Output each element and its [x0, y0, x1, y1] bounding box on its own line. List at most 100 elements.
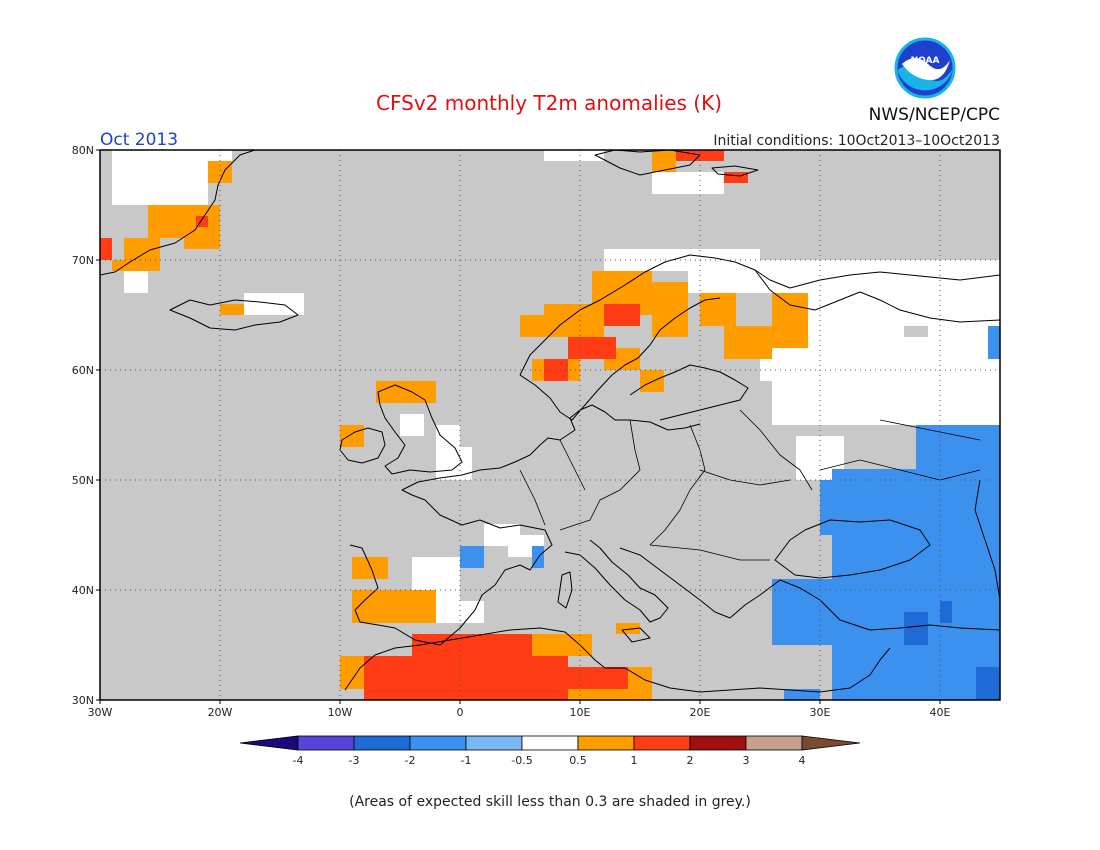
lon-tick-label: 30W [88, 706, 113, 719]
legend-tick-label: -0.5 [511, 754, 532, 767]
lat-tick-label: 30N [72, 694, 94, 707]
anomaly-cell-white-18 [652, 172, 724, 194]
anomaly-cell-blue_mid-1 [940, 601, 952, 623]
anomaly-cell-blue_light-2 [916, 425, 1000, 469]
noaa-logo-text: NOAA [911, 56, 940, 66]
legend-bin-1 [297, 735, 355, 751]
anomaly-cell-orange-17 [376, 381, 436, 403]
coastline-baltic [629, 364, 749, 421]
initial-conditions-label: Initial conditions: 10Oct2013–10Oct2013 [713, 133, 1000, 149]
coastline-kola [754, 269, 1000, 323]
coastline-iceland [169, 299, 299, 331]
coastline-italy [564, 539, 669, 623]
legend-tick-label: 2 [687, 754, 694, 767]
anomaly-cell-red-2 [568, 337, 616, 359]
coastline-scandinavia-south [519, 297, 721, 421]
lat-tick-label: 80N [72, 144, 94, 157]
anomaly-cell-blue_mid-2 [976, 667, 1000, 700]
coastline-svalbard [594, 150, 701, 176]
anomaly-cell-white-14 [400, 414, 424, 436]
anomaly-cell-red-9 [724, 172, 748, 183]
legend-tick-label: 1 [631, 754, 638, 767]
legend-tick-labels: -4 -3 -2 -1 -0.5 0.5 1 2 3 4 [293, 754, 806, 767]
anomaly-cell-orange-10 [652, 282, 688, 337]
noaa-logo-icon: NOAA [894, 37, 956, 99]
anomaly-cell-blue_light-5 [784, 689, 820, 700]
anomaly-cell-orange-26 [652, 150, 676, 172]
legend-tick-label: -3 [349, 754, 360, 767]
coastline-ireland [339, 427, 386, 464]
anomaly-cell-orange-16 [640, 370, 664, 392]
map-title: CFSv2 monthly T2m anomalies (K) [376, 91, 722, 115]
legend-bin-10 [801, 735, 861, 751]
lat-tick-label: 70N [72, 254, 94, 267]
coastline-greenland [100, 150, 256, 276]
anomaly-cell-blue_light-1 [820, 480, 856, 535]
coastline-black-sea [774, 519, 931, 579]
anomaly-cell-blue_mid-0 [904, 612, 928, 645]
lat-tick-label: 50N [72, 474, 94, 487]
legend-bin-6 [577, 735, 635, 751]
legend-tick-label: 3 [743, 754, 750, 767]
anomaly-cell-white-16 [436, 447, 472, 480]
coastline-britain [377, 384, 463, 475]
coastline-caspian [974, 479, 1000, 601]
lon-tick-label: 10W [328, 706, 353, 719]
anomaly-cell-orange-13 [772, 293, 808, 348]
anomaly-cell-white-5 [688, 260, 772, 293]
anomaly-cell-blue_light-6 [868, 678, 952, 700]
lon-tick-label: 20W [208, 706, 233, 719]
legend-tick-label: 4 [799, 754, 806, 767]
anomaly-cell-orange-18 [340, 425, 364, 447]
coastline-balkans [619, 547, 1000, 631]
anomaly-cell-red-5 [364, 656, 568, 700]
legend-tick-label: 0.5 [569, 754, 587, 767]
legend-tick-label: -4 [293, 754, 304, 767]
anomaly-cell-grey_patch-1 [748, 425, 772, 447]
anomaly-cell-orange-5 [220, 304, 244, 315]
anomaly-cell-grey_patch-2 [652, 403, 676, 425]
anomaly-cell-red-0 [100, 238, 112, 260]
legend-colorbar [239, 735, 861, 751]
month-label: Oct 2013 [100, 130, 178, 150]
legend-bin-0 [239, 735, 299, 751]
legend-bin-5 [521, 735, 579, 751]
lat-tick-label: 40N [72, 584, 94, 597]
coastlines [100, 150, 1000, 693]
legend-tick-label: -2 [405, 754, 416, 767]
anomaly-cell-grey_patch-0 [904, 326, 928, 337]
coastline-svalbard-east [711, 165, 759, 177]
legend-bin-7 [633, 735, 691, 751]
anomaly-cell-orange-19 [352, 557, 388, 579]
agency-label: NWS/NCEP/CPC [869, 105, 1000, 125]
anomaly-cells [100, 150, 1000, 700]
anomaly-cell-blue_light-0 [832, 469, 1000, 700]
legend-bin-3 [409, 735, 467, 751]
anomaly-cell-orange-25 [616, 623, 640, 634]
anomaly-cell-orange-6 [112, 260, 160, 271]
legend-bin-2 [353, 735, 411, 751]
anomaly-cell-blue_light-4 [988, 326, 1000, 359]
anomaly-cell-orange-20 [352, 590, 436, 623]
anomaly-cell-blue_light-7 [460, 546, 484, 568]
coastline-scandinavia [519, 254, 1000, 376]
lat-tick-label: 60N [72, 364, 94, 377]
legend-bin-8 [689, 735, 747, 751]
anomaly-cell-red-1 [196, 216, 208, 227]
border-lines [519, 409, 981, 561]
lon-tick-label: 30E [810, 706, 831, 719]
anomaly-cell-red-6 [412, 634, 532, 656]
lon-tick-label: 10E [570, 706, 591, 719]
anomaly-cell-blue_light-3 [772, 579, 832, 645]
lon-tick-label: 0 [457, 706, 464, 719]
coastline-sardinia [557, 571, 573, 609]
legend-tick-label: -1 [461, 754, 472, 767]
anomaly-cell-red-3 [604, 304, 640, 326]
anomaly-cell-red-7 [568, 667, 628, 689]
legend-bin-4 [465, 735, 523, 751]
footer-note: (Areas of expected skill less than 0.3 a… [349, 794, 751, 810]
lon-tick-label: 40E [930, 706, 951, 719]
map-frame [99, 149, 1001, 701]
